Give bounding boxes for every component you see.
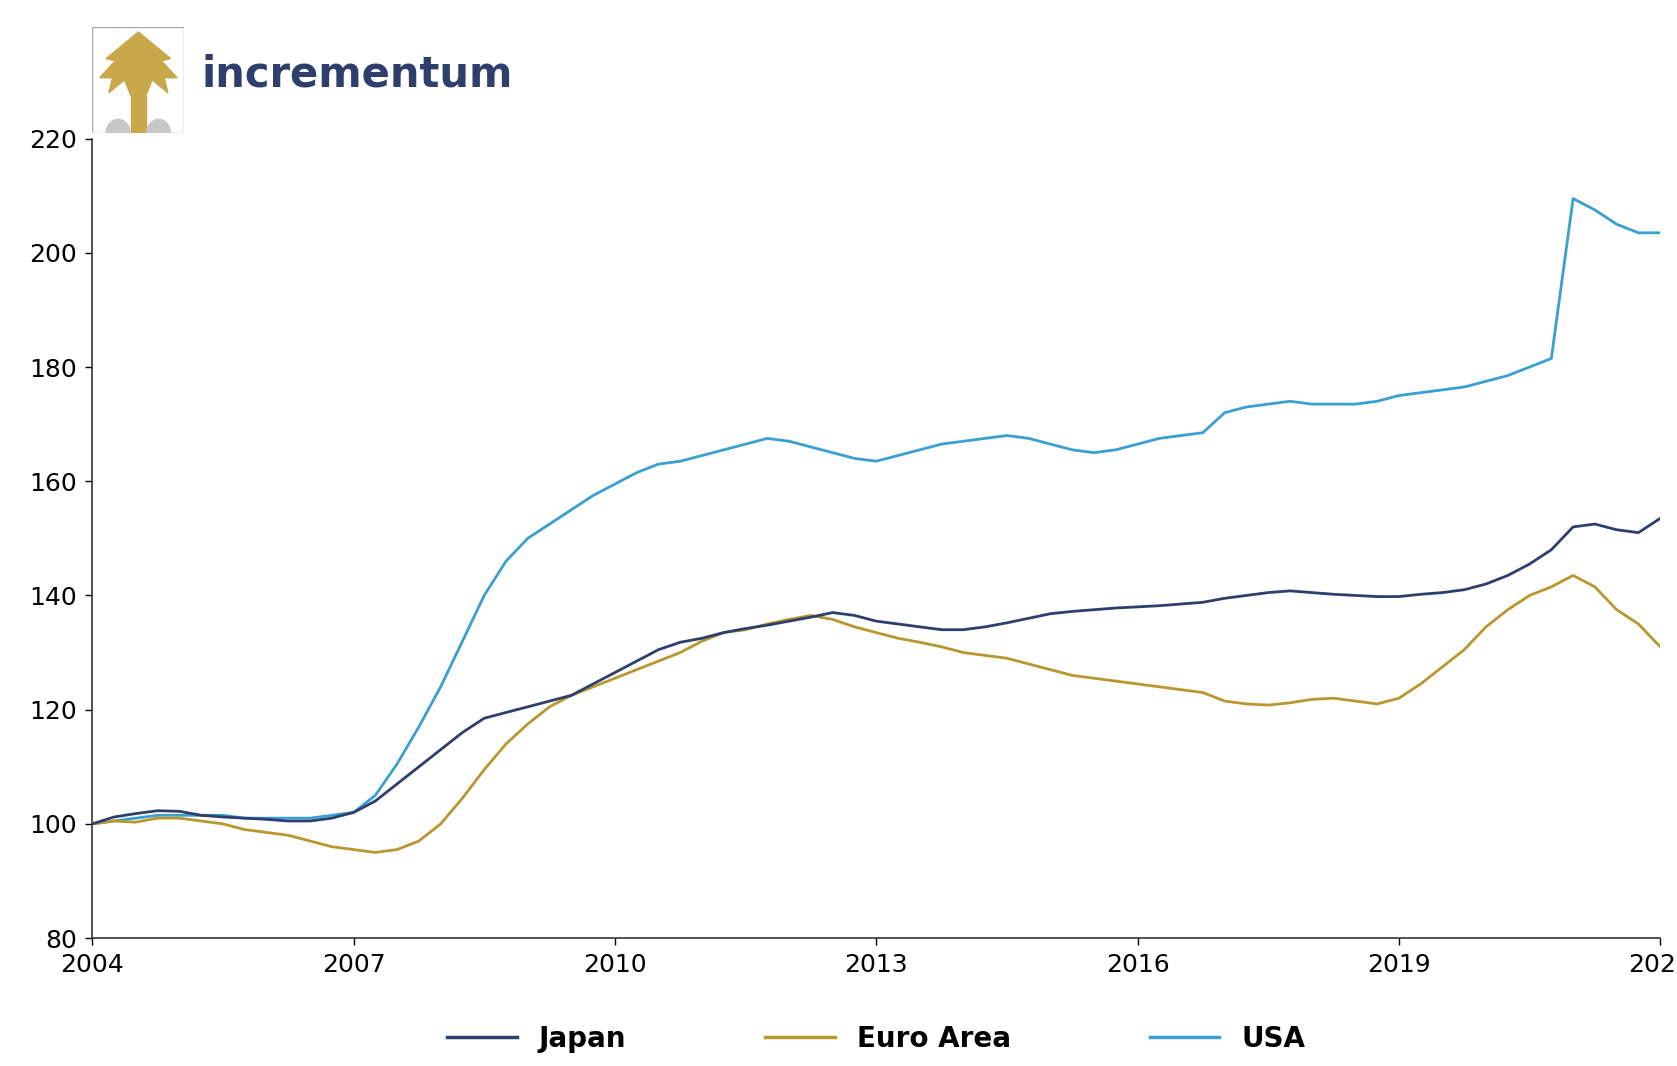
Polygon shape bbox=[106, 119, 131, 133]
Polygon shape bbox=[99, 32, 178, 96]
Text: incrementum: incrementum bbox=[201, 53, 513, 96]
Legend: Japan, Euro Area, USA: Japan, Euro Area, USA bbox=[436, 1014, 1316, 1064]
Bar bbox=[131, 96, 146, 133]
Polygon shape bbox=[146, 119, 171, 133]
